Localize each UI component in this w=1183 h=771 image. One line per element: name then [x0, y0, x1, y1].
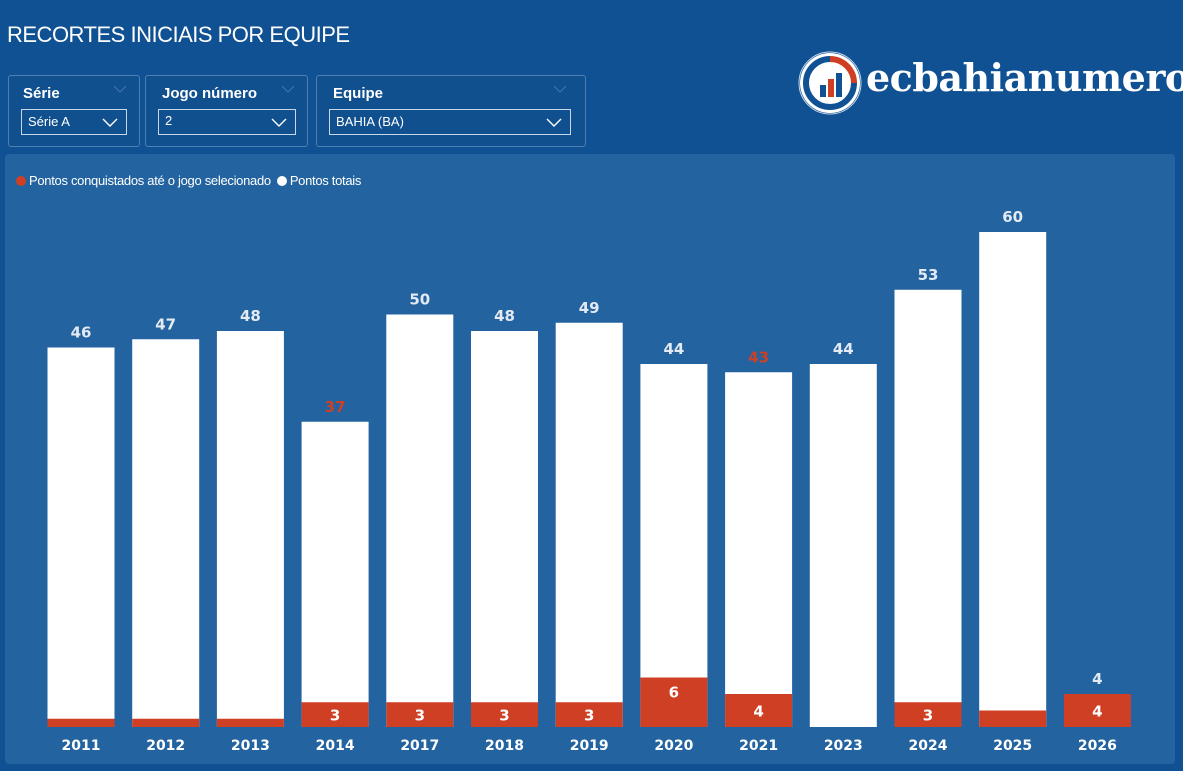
chevron-down-icon — [546, 118, 562, 127]
chevron-down-icon[interactable] — [281, 84, 295, 94]
equipe-slicer-label: Equipe — [333, 85, 384, 102]
bar-partial-2020[interactable] — [640, 677, 708, 728]
equipe-dropdown[interactable]: BAHIA (BA) — [329, 109, 571, 135]
bar-partial-2013[interactable] — [216, 718, 284, 727]
serie-slicer-label: Série — [23, 85, 60, 102]
x-tick-2014: 2014 — [316, 738, 355, 754]
x-tick-2020: 2020 — [654, 738, 693, 754]
bar-total-2023[interactable] — [809, 364, 877, 727]
label-partial-2019: 3 — [584, 707, 594, 725]
jogo-dropdown[interactable]: 2 — [158, 109, 296, 135]
x-tick-2026: 2026 — [1078, 738, 1117, 754]
x-tick-2023: 2023 — [824, 738, 863, 754]
label-total-2017: 50 — [409, 291, 430, 309]
bar-partial-2018[interactable] — [471, 702, 538, 727]
bar-partial-2019[interactable] — [555, 702, 623, 727]
bar-partial-2025[interactable] — [979, 710, 1047, 728]
label-total-2013: 48 — [240, 307, 261, 325]
legend-dot-red — [16, 175, 26, 186]
logo-text: ecbahianumeros — [866, 55, 1183, 100]
x-tick-2019: 2019 — [570, 738, 609, 754]
x-tick-2011: 2011 — [62, 738, 101, 754]
label-partial-2018: 3 — [499, 707, 509, 725]
x-tick-2018: 2018 — [485, 738, 524, 754]
bar-partial-2011[interactable] — [47, 718, 115, 727]
label-total-2011: 46 — [71, 324, 92, 342]
jogo-slicer-label: Jogo número — [162, 85, 258, 102]
legend-dot-white — [276, 175, 287, 186]
bar-partial-2026[interactable] — [1063, 694, 1131, 727]
bar-total-2017[interactable] — [386, 314, 454, 728]
bar-total-2021[interactable] — [725, 372, 793, 727]
label-total-2019: 49 — [579, 299, 600, 317]
bar-partial-2024[interactable] — [894, 702, 962, 727]
bar-total-2025[interactable] — [979, 232, 1047, 727]
bar-total-2013[interactable] — [216, 331, 284, 727]
chevron-down-icon — [102, 118, 118, 127]
x-tick-2024: 2024 — [909, 738, 948, 754]
bar-partial-2021[interactable] — [725, 694, 793, 727]
bar-total-2024[interactable] — [894, 289, 962, 727]
bar-total-2020[interactable] — [640, 364, 708, 727]
bar-total-2019[interactable] — [555, 322, 623, 727]
page-title: RECORTES INICIAIS POR EQUIPE — [7, 22, 350, 47]
label-partial-2021: 4 — [753, 703, 763, 721]
label-total-2014: 37 — [325, 398, 346, 416]
equipe-slicer: Equipe BAHIA (BA) — [316, 75, 586, 147]
bar-total-2018[interactable] — [471, 331, 538, 727]
serie-dropdown-value: Série A — [28, 114, 70, 129]
logo: ecbahianumeros — [798, 51, 1183, 117]
label-total-2024: 53 — [918, 266, 939, 284]
label-partial-2014: 3 — [330, 707, 340, 725]
jogo-slicer: Jogo número 2 — [145, 75, 308, 147]
x-tick-2025: 2025 — [993, 738, 1032, 754]
label-total-2023: 44 — [833, 340, 854, 358]
label-total-2012: 47 — [155, 315, 176, 333]
chevron-down-icon[interactable] — [553, 84, 567, 94]
bar-chart: 4620114720124820133732014503201748320184… — [47, 208, 1131, 754]
x-tick-2013: 2013 — [231, 738, 270, 754]
legend-label-pontos-totais: Pontos totais — [289, 173, 362, 188]
label-total-2026: 4 — [1092, 670, 1102, 688]
bar-partial-2012[interactable] — [132, 718, 200, 727]
legend-item-pontos-totais[interactable]: Pontos totais — [276, 173, 362, 188]
jogo-dropdown-value: 2 — [165, 113, 173, 128]
bar-partial-2017[interactable] — [386, 702, 454, 727]
legend-label-pontos-conquistados: Pontos conquistados até o jogo seleciona… — [29, 173, 271, 188]
serie-dropdown[interactable]: Série A — [21, 109, 127, 135]
bar-total-2012[interactable] — [132, 339, 200, 727]
x-tick-2017: 2017 — [400, 738, 439, 754]
chart-panel: Pontos conquistados até o jogo seleciona… — [5, 154, 1175, 764]
label-partial-2020: 6 — [669, 684, 679, 702]
label-partial-2026: 4 — [1092, 703, 1102, 721]
x-tick-2012: 2012 — [146, 738, 185, 754]
label-total-2025: 60 — [1002, 208, 1023, 226]
label-total-2018: 48 — [494, 307, 515, 325]
chevron-down-icon — [271, 118, 287, 127]
equipe-dropdown-value: BAHIA (BA) — [336, 114, 404, 129]
bar-chart-logo-icon — [798, 51, 862, 115]
chevron-down-icon[interactable] — [113, 84, 127, 94]
legend-item-pontos-conquistados[interactable]: Pontos conquistados até o jogo seleciona… — [16, 173, 271, 188]
label-partial-2017: 3 — [415, 707, 425, 725]
bar-total-2011[interactable] — [47, 347, 115, 728]
label-total-2020: 44 — [663, 340, 684, 358]
bar-partial-2014[interactable] — [301, 702, 369, 727]
label-partial-2024: 3 — [923, 707, 933, 725]
chart-legend: Pontos conquistados até o jogo seleciona… — [16, 173, 367, 188]
x-tick-2021: 2021 — [739, 738, 778, 754]
serie-slicer: Série Série A — [8, 75, 140, 147]
bar-total-2014[interactable] — [301, 421, 369, 727]
label-total-2021: 43 — [748, 348, 769, 366]
